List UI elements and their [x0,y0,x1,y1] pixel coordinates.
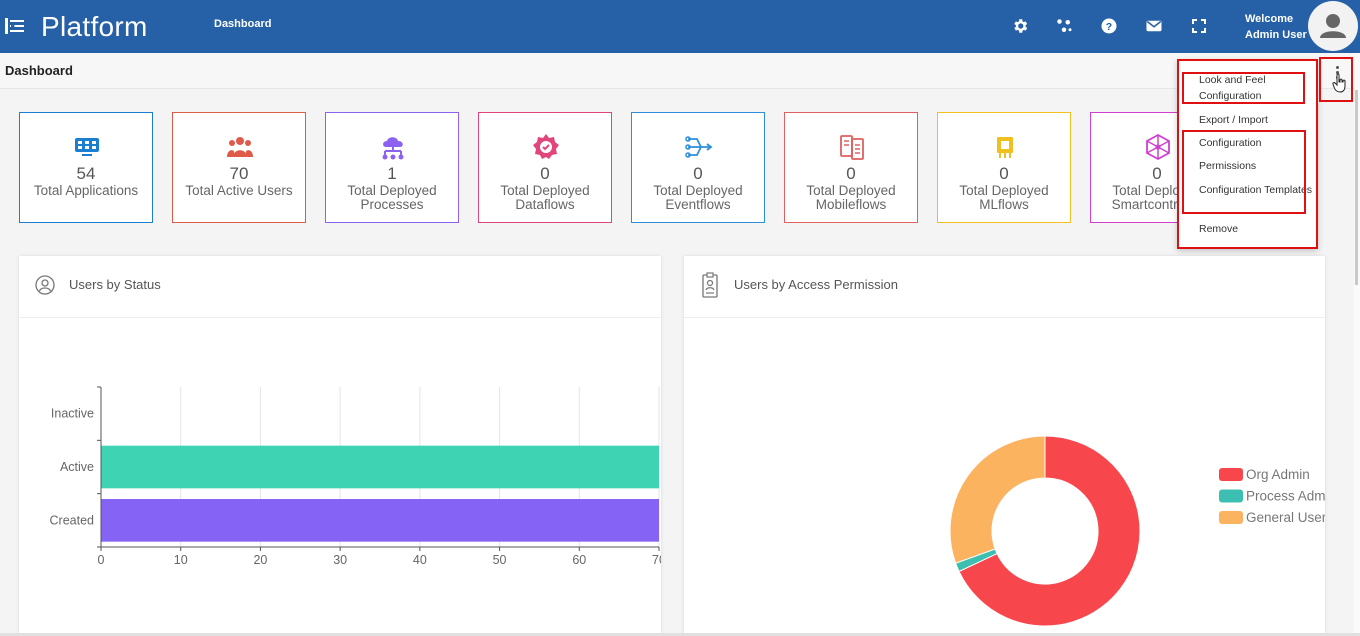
stat-card[interactable]: 0 Total Deployed Mobileflows [784,112,918,223]
settings-icon[interactable] [1010,16,1030,36]
x-tick-label: 40 [413,553,427,567]
network-cube-icon [1144,133,1172,161]
svg-text:?: ? [1106,21,1112,33]
gear-check-icon [532,133,560,161]
x-tick-label: 70 [652,553,661,567]
stat-label: Total Deployed Processes [347,183,437,212]
welcome-label: Welcome [1245,13,1294,25]
stat-value: 1 [387,164,397,183]
pie-slice [958,435,1141,627]
stat-label: Total Active Users [185,183,293,198]
stat-label: Total Deployed Dataflows [500,183,590,212]
pie-slice [949,435,1046,564]
y-tick-label: Created [50,513,95,527]
help-icon[interactable]: ? [1099,16,1119,36]
users-by-status-panel: Users by Status Inactive Active Created 0 10… [19,256,661,636]
stat-value: 0 [999,164,1009,183]
fullscreen-icon[interactable] [1189,16,1209,36]
top-navbar: Platform Dashboard ? Welcome Admin User [0,0,1360,53]
y-tick-label: Inactive [51,407,94,421]
page-title: Dashboard [5,63,73,78]
users-by-permission-chart: Org Admin Process Admin General User [949,435,1325,627]
legend-label: General User [1246,510,1325,525]
stat-value: 0 [846,164,856,183]
menu-toggle-icon[interactable] [5,17,25,35]
stat-card[interactable]: 54 Total Applications [19,112,153,223]
apps-network-icon[interactable] [1054,16,1074,36]
panel-title: Users by Access Permission [734,277,898,292]
bar [101,445,659,489]
users-icon [226,133,254,161]
users-by-permission-panel: Users by Access Permission Org Admin Proc… [684,256,1325,636]
menu-item-configuration-templates[interactable]: Configuration Templates [1199,184,1313,196]
legend-swatch [1219,468,1243,481]
chip-icon [991,133,1019,161]
stat-label: Total Deployed Mobileflows [806,183,896,212]
y-tick-label: Active [60,460,94,474]
menu-item-permissions[interactable]: Permissions [1199,160,1257,172]
options-dropdown-menu: Look and Feel Configuration Export / Imp… [1177,59,1318,249]
stat-label: Total Applications [33,183,139,198]
stat-card[interactable]: 0 Total Deployed Eventflows [631,112,765,223]
panel-title: Users by Status [69,277,161,292]
avatar[interactable] [1308,1,1358,51]
stat-value: 0 [693,164,703,183]
stat-card[interactable]: 1 Total Deployed Processes [325,112,459,223]
stat-value: 54 [76,164,96,183]
stat-value: 0 [1152,164,1162,183]
nav-link-dashboard[interactable]: Dashboard [214,18,272,30]
x-tick-label: 0 [98,553,105,567]
x-tick-label: 30 [333,553,347,567]
eventflow-icon [685,133,713,161]
panel-header: Users by Access Permission [684,256,1325,318]
x-tick-label: 10 [174,553,188,567]
panel-header: Users by Status [19,256,661,318]
id-badge-icon [702,272,718,298]
stat-card[interactable]: 0 Total Deployed Dataflows [478,112,612,223]
legend-label: Org Admin [1246,467,1310,482]
mobileflow-icon [838,133,866,161]
stat-card[interactable]: 0 Total Deployed MLflows [937,112,1071,223]
stat-label: Total Deployed Eventflows [653,183,743,212]
user-name: Admin User [1245,29,1307,41]
stat-value: 70 [229,164,249,183]
x-tick-label: 20 [253,553,267,567]
hand-cursor-icon [1332,73,1346,93]
page-header: Dashboard [0,53,1360,93]
stat-value: 0 [540,164,550,183]
legend-swatch [1219,511,1243,524]
user-circle-icon [35,275,55,295]
brand-logo[interactable]: Platform [41,11,148,42]
x-tick-label: 50 [493,553,507,567]
menu-item-remove[interactable]: Remove [1199,223,1239,235]
scrollbar-track[interactable] [1354,53,1360,636]
applications-icon [73,133,101,161]
legend-label: Process Admin [1246,489,1325,504]
menu-item-configuration[interactable]: Configuration [1199,137,1262,149]
stat-card[interactable]: 70 Total Active Users [172,112,306,223]
users-by-status-chart: Inactive Active Created 0 10 20 30 40 50 60 70 [50,386,661,567]
user-avatar-icon [1320,14,1346,38]
legend-swatch [1219,489,1243,503]
horizontal-scrollbar[interactable] [0,633,1360,636]
bar [101,499,659,542]
menu-item-look-and-feel[interactable]: Look and Feel Configuration [1199,74,1266,102]
mail-icon[interactable] [1144,16,1164,36]
stat-label: Total Deployed MLflows [959,183,1049,212]
scrollbar-thumb[interactable] [1355,90,1358,285]
welcome-text: Welcome Admin User [1245,11,1307,43]
more-options-icon[interactable] [1327,58,1349,94]
menu-item-export-import[interactable]: Export / Import [1199,114,1268,126]
x-tick-label: 60 [572,553,586,567]
cloud-network-icon [379,133,407,161]
